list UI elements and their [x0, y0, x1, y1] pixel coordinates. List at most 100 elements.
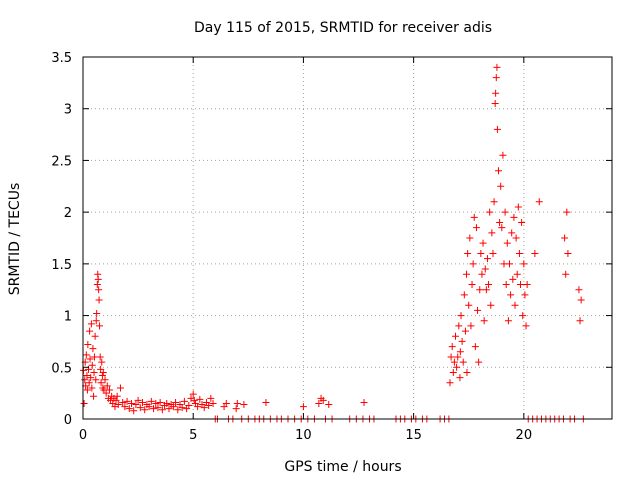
- data-point: [515, 250, 523, 258]
- data-point: [497, 182, 505, 190]
- data-point: [480, 317, 488, 325]
- data-point: [511, 301, 519, 309]
- data-point: [102, 389, 110, 397]
- data-point: [475, 358, 483, 366]
- data-point: [521, 291, 529, 299]
- data-point: [87, 374, 95, 382]
- data-point: [478, 270, 486, 278]
- data-point: [489, 250, 497, 258]
- data-point: [185, 402, 193, 410]
- data-point: [169, 403, 177, 411]
- data-point: [172, 398, 180, 406]
- data-point: [233, 399, 241, 407]
- data-point: [509, 275, 517, 283]
- data-point: [97, 379, 105, 387]
- data-point: [463, 270, 471, 278]
- data-point: [493, 63, 501, 71]
- data-point: [127, 399, 135, 407]
- data-point: [481, 265, 489, 273]
- data-point: [178, 404, 186, 412]
- data-point: [503, 239, 511, 247]
- data-point: [262, 398, 270, 406]
- data-point: [562, 270, 570, 278]
- data-point: [492, 74, 500, 82]
- data-point: [136, 404, 144, 412]
- data-point: [474, 306, 482, 314]
- data-point: [456, 348, 464, 356]
- data-point: [205, 402, 213, 410]
- data-point: [507, 291, 515, 299]
- data-point: [93, 281, 101, 289]
- data-point: [487, 301, 495, 309]
- data-point: [472, 224, 480, 232]
- data-point: [458, 337, 466, 345]
- data-point: [86, 327, 94, 335]
- data-point: [457, 312, 465, 320]
- data-point: [461, 327, 469, 335]
- data-point: [576, 317, 584, 325]
- data-point: [86, 355, 94, 363]
- data-point: [463, 368, 471, 376]
- data-point: [116, 384, 124, 392]
- data-point: [470, 213, 478, 221]
- y-tick-label: 2: [64, 206, 72, 221]
- data-point: [90, 392, 98, 400]
- data-point: [240, 401, 248, 409]
- data-point: [485, 281, 493, 289]
- data-point: [96, 322, 104, 330]
- data-point: [315, 399, 323, 407]
- data-point: [83, 386, 91, 394]
- data-point: [190, 396, 198, 404]
- data-point: [232, 405, 240, 413]
- data-point: [103, 382, 111, 390]
- data-point: [519, 312, 527, 320]
- data-point: [93, 310, 101, 318]
- data-point: [513, 270, 521, 278]
- data-point: [207, 394, 215, 402]
- data-point: [453, 363, 461, 371]
- x-tick-label: 15: [405, 428, 422, 443]
- data-point: [112, 396, 120, 404]
- data-point: [165, 405, 173, 413]
- data-point: [88, 384, 96, 392]
- data-point: [299, 403, 307, 411]
- data-point: [209, 399, 217, 407]
- data-point: [446, 379, 454, 387]
- data-point: [92, 317, 100, 325]
- data-point: [132, 401, 140, 409]
- data-point: [452, 332, 460, 340]
- data-point: [98, 358, 106, 366]
- data-point: [508, 229, 516, 237]
- data-point: [85, 379, 93, 387]
- data-point: [493, 125, 501, 133]
- data-point: [174, 406, 182, 414]
- data-point: [447, 353, 455, 361]
- data-point: [490, 198, 498, 206]
- axis-ticks: 0 5 10 15 20 0 0.5 1 1.5 2 2.5 3 3.5: [51, 51, 612, 443]
- data-point: [464, 250, 472, 258]
- data-point: [180, 397, 188, 405]
- data-point: [491, 100, 499, 108]
- data-point: [325, 401, 333, 409]
- data-point: [498, 224, 506, 232]
- x-tick-label: 20: [516, 428, 533, 443]
- y-tick-label: 1.5: [51, 258, 72, 273]
- data-point: [479, 239, 487, 247]
- data-point: [222, 399, 230, 407]
- data-point: [496, 218, 504, 226]
- data-point: [561, 234, 569, 242]
- y-tick-label: 3.5: [51, 51, 72, 66]
- data-point: [84, 341, 92, 349]
- data-point: [517, 281, 525, 289]
- x-axis-label: GPS time / hours: [284, 459, 401, 475]
- data-point: [512, 234, 520, 242]
- data-point: [319, 396, 327, 404]
- data-point: [123, 397, 131, 405]
- data-point: [476, 286, 484, 294]
- data-point: [147, 397, 155, 405]
- data-point: [456, 374, 464, 382]
- y-tick-label: 3: [64, 103, 72, 118]
- data-point: [465, 301, 473, 309]
- data-point: [81, 376, 89, 384]
